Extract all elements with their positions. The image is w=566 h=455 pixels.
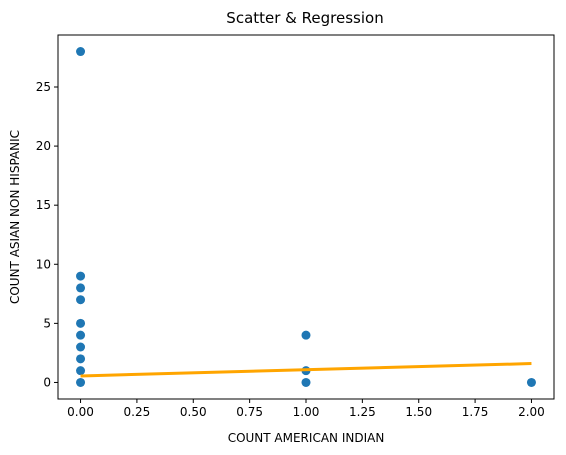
y-tick-label: 5 (43, 316, 51, 330)
x-tick-label: 1.75 (462, 405, 489, 419)
scatter-point-9 (76, 377, 86, 387)
y-tick-label: 25 (36, 80, 51, 94)
scatter-point-10 (301, 330, 311, 340)
scatter-point-6 (76, 342, 86, 352)
scatter-point-8 (76, 366, 86, 376)
x-tick-label: 0.75 (236, 405, 263, 419)
y-tick-label: 15 (36, 198, 51, 212)
y-tick-label: 10 (36, 257, 51, 271)
y-tick-label: 20 (36, 139, 51, 153)
y-axis-ticks: 0 5 10 15 20 25 (36, 80, 58, 389)
regression-line (80, 362, 532, 378)
x-tick-label: 0.50 (180, 405, 207, 419)
x-tick-label: 1.25 (349, 405, 376, 419)
plot-frame (57, 34, 555, 400)
x-tick-label: 2.00 (518, 405, 545, 419)
scatter-point-7 (76, 354, 86, 364)
x-axis-ticks: 0.00 0.25 0.50 0.75 1.00 1.25 1.50 1.75 2.00 (67, 399, 545, 419)
x-tick-label: 1.50 (405, 405, 432, 419)
plot-area (76, 47, 536, 387)
scatter-point-3 (76, 295, 86, 305)
scatter-point-1 (76, 271, 86, 281)
y-axis-title: COUNT ASIAN NON HISPANIC (8, 130, 22, 304)
x-axis-title: COUNT AMERICAN INDIAN (228, 431, 385, 445)
x-tick-label: 0.25 (124, 405, 151, 419)
scatter-point-0 (76, 47, 86, 57)
x-tick-label: 1.00 (293, 405, 320, 419)
y-tick-label: 0 (43, 375, 51, 389)
x-tick-label: 0.00 (67, 405, 94, 419)
scatter-point-13 (526, 377, 536, 387)
scatter-point-5 (76, 330, 86, 340)
scatter-point-4 (76, 318, 86, 328)
scatter-point-2 (76, 283, 86, 293)
scatter-point-12 (301, 377, 311, 387)
chart-title: Scatter & Regression (226, 9, 383, 27)
